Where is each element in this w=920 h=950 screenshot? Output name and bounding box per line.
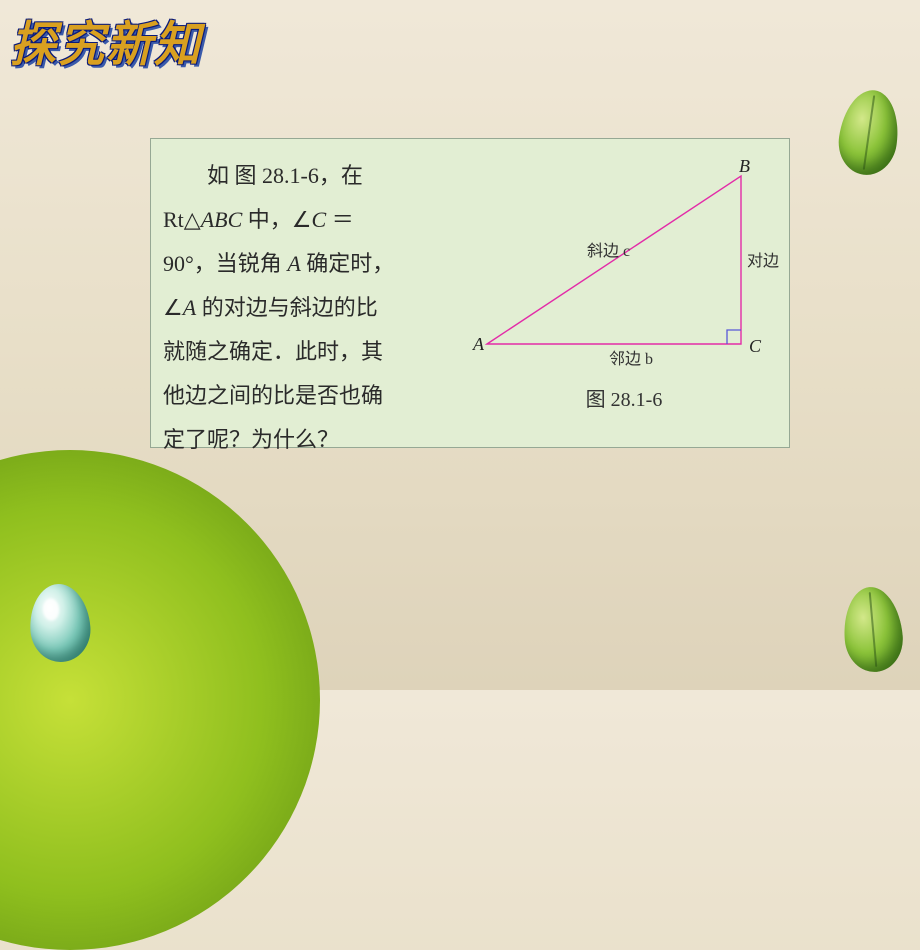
side-c-label: 斜边 c bbox=[587, 242, 630, 260]
section-title: 探究新知 bbox=[10, 6, 202, 75]
eq: ＝ bbox=[326, 207, 354, 232]
figure-wrap: A B C 斜边 c 对边 a 邻边 b 图 28.1-6 bbox=[469, 154, 779, 412]
t: 的对边与斜边的比 bbox=[196, 295, 378, 320]
t: 就随之确定．此时，其 bbox=[163, 339, 383, 364]
vertex-label-c: C bbox=[749, 336, 762, 356]
fig-ref: 28.1-6 bbox=[262, 163, 319, 188]
angle-a2: A bbox=[183, 295, 196, 320]
t: 90°，当锐角 bbox=[163, 251, 287, 276]
vertex-label-b: B bbox=[739, 156, 750, 176]
angle-symbol: ∠ bbox=[292, 198, 312, 242]
t: 如 图 bbox=[207, 163, 257, 188]
angle-c: C bbox=[312, 207, 327, 232]
triangle-symbol: △ bbox=[184, 198, 201, 242]
triangle-path bbox=[487, 176, 741, 344]
t: 定了呢？为什么？ bbox=[163, 427, 339, 452]
t: 确定时， bbox=[301, 251, 395, 276]
triangle-abc: ABC bbox=[201, 207, 243, 232]
angle-symbol: ∠ bbox=[163, 286, 183, 330]
rt: Rt bbox=[163, 207, 184, 232]
side-b-label: 邻边 b bbox=[609, 350, 653, 368]
t: 他边之间的比是否也确 bbox=[163, 383, 383, 408]
problem-text: 如 图 28.1-6，在 Rt△ABC 中，∠C ＝ 90°，当锐角 A 确定时… bbox=[163, 154, 463, 462]
figure-caption: 图 28.1-6 bbox=[469, 383, 779, 412]
angle-a: A bbox=[287, 251, 300, 276]
vertex-label-a: A bbox=[472, 334, 485, 354]
t: 中， bbox=[242, 207, 292, 232]
content-panel: 如 图 28.1-6，在 Rt△ABC 中，∠C ＝ 90°，当锐角 A 确定时… bbox=[150, 138, 790, 448]
side-a-label: 对边 a bbox=[747, 252, 779, 270]
t: ，在 bbox=[319, 163, 363, 188]
leaf-icon bbox=[840, 585, 905, 675]
right-angle-marker bbox=[727, 330, 741, 344]
leaf-icon bbox=[834, 86, 903, 178]
decor-arc bbox=[0, 450, 320, 950]
triangle-figure: A B C 斜边 c 对边 a 邻边 b bbox=[469, 154, 779, 374]
